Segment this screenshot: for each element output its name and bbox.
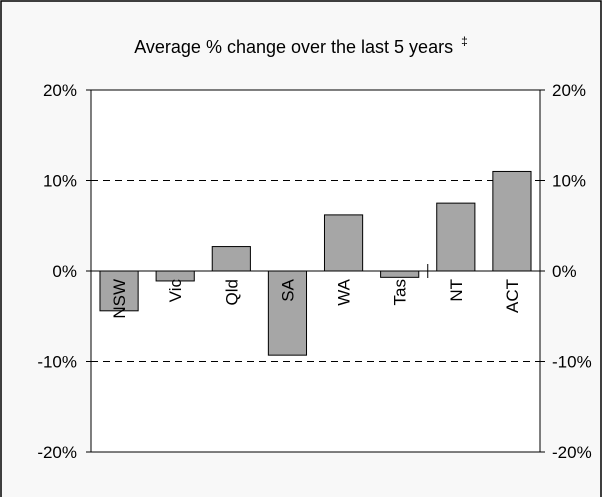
y-tick-label-left: 10% [43, 172, 77, 191]
x-label-nt: NT [447, 279, 466, 302]
y-axis-labels-left: 20% 10% 0% -10% -20% [37, 81, 77, 462]
bar-tas [380, 270, 420, 278]
x-label-qld: Qld [222, 279, 241, 305]
x-axis-labels: NSW Vic Qld SA WA Tas NT ACT [110, 278, 522, 318]
x-label-tas: Tas [391, 279, 410, 305]
bar-nt [436, 202, 476, 272]
bar-wa [323, 214, 364, 272]
bar-act [492, 170, 532, 272]
y-tick-label-left: -20% [37, 443, 77, 462]
x-label-sa: SA [278, 278, 297, 301]
bar-nsw [99, 270, 139, 312]
x-label-wa: WA [335, 278, 354, 305]
x-label-vic: Vic [166, 279, 185, 303]
gridlines [91, 180, 540, 362]
y-tick-label-right: 10% [552, 172, 586, 191]
y-tick-label-right: -20% [552, 443, 592, 462]
y-tick-label-right: -10% [552, 353, 592, 372]
bars [99, 170, 532, 356]
y-tick-label-right: 0% [552, 262, 577, 281]
axes [86, 89, 545, 453]
y-axis-labels-right: 20% 10% 0% -10% -20% [552, 81, 592, 462]
title-footnote-mark: ‡ [461, 34, 468, 48]
y-tick-label-right: 20% [552, 81, 586, 100]
y-tick-label-left: 20% [43, 81, 77, 100]
bar-sa [267, 270, 308, 356]
chart-title: Average % change over the last 5 years ‡ [134, 34, 468, 57]
bar-qld [211, 246, 251, 272]
y-tick-label-left: -10% [37, 353, 77, 372]
x-label-act: ACT [503, 279, 522, 313]
y-tick-label-left: 0% [52, 262, 77, 281]
x-label-nsw: NSW [110, 279, 129, 319]
